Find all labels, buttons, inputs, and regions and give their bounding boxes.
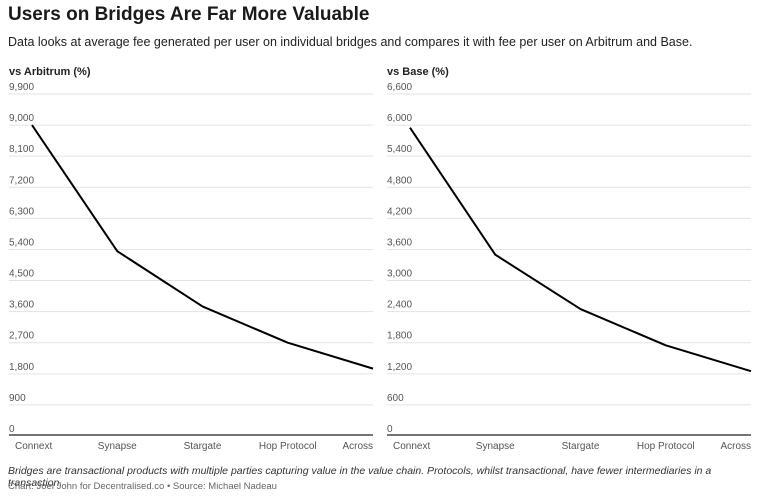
x-tick-label: Stargate <box>184 441 222 452</box>
y-tick-label: 6,000 <box>387 113 412 124</box>
y-tick-label: 8,100 <box>9 144 34 155</box>
y-tick-label: 6,300 <box>9 206 34 217</box>
chart-panel-2: vs Base (%) 0 600 1,200 1,800 2,400 3,000 3,600… <box>387 66 752 452</box>
y-tick-label: 4,800 <box>387 175 412 186</box>
y-tick-label: 5,400 <box>9 237 34 248</box>
x-tick-label: Hop Protocol <box>637 441 695 452</box>
x-tick-label: Stargate <box>562 441 600 452</box>
chart-panel-1: vs Arbitrum (%) 0 900 1,800 2,700 3,600 4,500 5… <box>9 66 374 452</box>
y-tick-label: 1,800 <box>9 362 34 373</box>
y-tick-label: 1,800 <box>387 331 412 342</box>
y-tick-label: 7,200 <box>9 175 34 186</box>
x-tick-label: Across <box>720 441 751 452</box>
x-tick-label: Connext <box>393 441 430 452</box>
y-tick-label: 5,400 <box>387 144 412 155</box>
y-tick-label: 1,200 <box>387 362 412 373</box>
chart-title: Users on Bridges Are Far More Valuable <box>8 4 370 25</box>
y-tick-label: 4,500 <box>9 269 34 280</box>
y-tick-label: 0 <box>387 424 393 435</box>
y-tick-label: 9,900 <box>9 82 34 93</box>
x-tick-label: Hop Protocol <box>259 441 317 452</box>
y-tick-label: 900 <box>9 393 26 404</box>
y-tick-label: 0 <box>9 424 15 435</box>
y-tick-label: 6,600 <box>387 82 412 93</box>
chart-credit: Chart: Joel John for Decentralised.co • … <box>8 481 277 492</box>
x-tick-label: Synapse <box>476 441 515 452</box>
chart-note: Bridges are transactional products with … <box>8 465 712 489</box>
y-tick-label: 9,000 <box>9 113 34 124</box>
series-line <box>31 124 374 370</box>
y-tick-label: 3,600 <box>9 300 34 311</box>
x-tick-label: Synapse <box>98 441 137 452</box>
y-tick-label: 3,000 <box>387 269 412 280</box>
y-tick-label: 2,400 <box>387 300 412 311</box>
x-tick-label: Connext <box>15 441 52 452</box>
panel-title: vs Base (%) <box>387 66 449 78</box>
y-tick-label: 2,700 <box>9 331 34 342</box>
x-tick-label: Across <box>342 441 373 452</box>
chart-subtitle: Data looks at average fee generated per … <box>8 35 693 49</box>
y-tick-label: 4,200 <box>387 206 412 217</box>
y-tick-label: 600 <box>387 393 404 404</box>
y-tick-label: 3,600 <box>387 237 412 248</box>
panel-title: vs Arbitrum (%) <box>9 66 91 78</box>
